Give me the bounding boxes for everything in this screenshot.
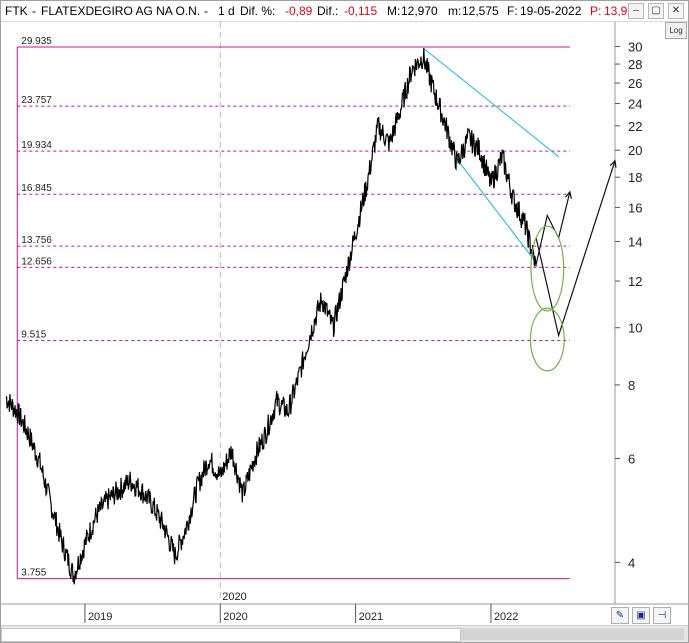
pin-icon[interactable]: ⊣ <box>653 607 671 624</box>
price-label: P: <box>590 4 602 18</box>
min-label: m: <box>448 4 462 18</box>
x-tick-label: 2020 <box>223 611 247 623</box>
y-tick-label: 26 <box>628 76 642 91</box>
x-tick-label: 2019 <box>88 611 112 623</box>
instrument-name: FLATEXDEGIRO AG NA O.N. <box>41 4 201 18</box>
log-scale-button[interactable]: Log <box>665 22 687 39</box>
y-tick-label: 18 <box>628 170 642 185</box>
save-icon[interactable]: ▣ <box>632 607 650 624</box>
y-tick-label: 12 <box>628 274 642 289</box>
fib-level-label: 16.845 <box>21 183 52 194</box>
maximize-button[interactable]: ▢ <box>648 3 664 19</box>
year-marker-label: 2020 <box>222 591 246 603</box>
fib-level-label: 23.757 <box>21 95 52 106</box>
dif-label: Dif.: <box>317 4 339 18</box>
dif-value: -0,115 <box>344 4 378 18</box>
max-label: M: <box>387 4 401 18</box>
y-tick-label: 6 <box>628 452 635 467</box>
x-tick-label: 2021 <box>359 611 383 623</box>
chart-toolbar: ✎ ▣ ⊣ <box>611 607 671 624</box>
y-tick-label: 14 <box>628 235 642 250</box>
dif-pct-value: -0,89 <box>285 4 313 18</box>
projection-arrowhead <box>564 190 572 199</box>
date-label: F: <box>507 4 518 18</box>
fib-level-label: 9.515 <box>21 329 46 340</box>
separator: - <box>204 4 208 18</box>
pen-icon[interactable]: ✎ <box>611 607 629 624</box>
projection-line <box>535 160 616 338</box>
dif-pct-label: Dif. %: <box>240 4 276 18</box>
fib-level-label: 13.756 <box>21 235 52 246</box>
fib-level-label: 19.934 <box>21 140 52 151</box>
interval: 1 d <box>218 4 235 18</box>
window-controls: – ▢ ✕ <box>628 3 684 19</box>
y-tick-label: 16 <box>628 200 642 215</box>
horizontal-scrollbar[interactable] <box>1 625 688 642</box>
scrollbar-track[interactable] <box>461 628 684 640</box>
projection-line <box>535 191 571 265</box>
x-tick-label: 2022 <box>494 611 518 623</box>
scrollbar-thumb[interactable] <box>1 628 461 642</box>
fib-level-label: 29.935 <box>21 36 52 47</box>
price-line <box>5 48 537 585</box>
max-value: 12,970 <box>401 4 438 18</box>
close-button[interactable]: ✕ <box>668 3 684 19</box>
y-tick-label: 24 <box>628 97 642 112</box>
separator: - <box>32 4 36 18</box>
y-tick-label: 8 <box>628 378 635 393</box>
projection-arrowhead <box>609 159 617 168</box>
y-tick-label: 10 <box>628 321 642 336</box>
symbol: FTK <box>5 4 28 18</box>
support-ellipse <box>530 225 565 312</box>
y-tick-label: 28 <box>628 57 642 72</box>
y-tick-label: 22 <box>628 119 642 134</box>
trend-channel-line <box>422 47 559 158</box>
fib-level-label: 12.656 <box>21 256 52 267</box>
trend-channel-line <box>456 159 537 263</box>
y-tick-label: 30 <box>628 39 642 54</box>
date-value: 19-05-2022 <box>520 4 582 18</box>
minimize-button[interactable]: – <box>628 3 644 19</box>
y-tick-label: 4 <box>628 555 635 570</box>
title-bar: FTK - FLATEXDEGIRO AG NA O.N. - 1 d Dif.… <box>1 1 688 22</box>
y-tick-label: 20 <box>628 143 642 158</box>
fib-level-label: 3.755 <box>21 568 46 579</box>
support-ellipse <box>529 307 565 372</box>
min-value: 12,575 <box>462 4 499 18</box>
